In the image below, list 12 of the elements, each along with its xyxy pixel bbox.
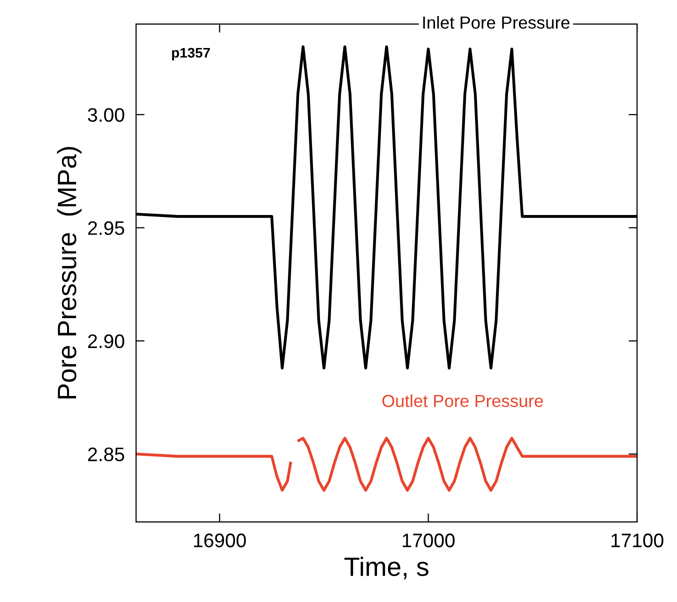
- y-tick-label: 3.00: [88, 108, 124, 122]
- y-tick-label: 2.90: [88, 334, 124, 348]
- y-axis-title: Pore Pressure (MPa): [56, 147, 82, 398]
- x-tick-label: 16900: [194, 534, 246, 548]
- series-label: Outlet Pore Pressure: [382, 394, 543, 408]
- y-tick-label: 2.95: [88, 221, 124, 235]
- x-axis-title: Time, s: [344, 556, 428, 580]
- y-tick-label: 2.85: [88, 448, 124, 462]
- x-tick-label: 17000: [402, 534, 455, 548]
- x-tick-label: 17100: [612, 534, 664, 548]
- series-label: Inlet Pore Pressure: [423, 16, 570, 29]
- annotation: p1357: [172, 48, 210, 60]
